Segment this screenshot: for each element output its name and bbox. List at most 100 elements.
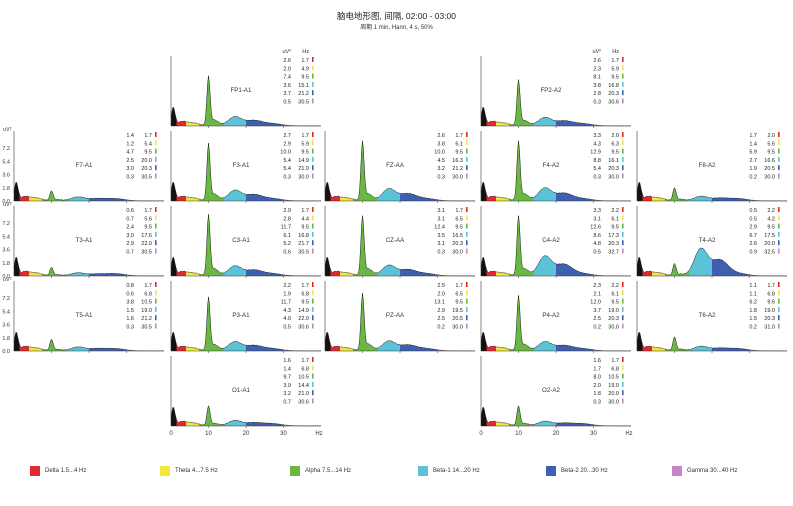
band-color-marker — [622, 90, 624, 96]
band-power-value: 2.5 — [593, 316, 601, 322]
band-area-alpha — [665, 336, 690, 351]
band-area-beta-1 — [533, 187, 556, 201]
band-color-marker — [312, 231, 314, 237]
band-color-marker — [466, 290, 468, 296]
band-area-beta-1 — [533, 341, 556, 351]
band-color-marker — [312, 173, 314, 179]
band-color-marker — [466, 140, 468, 146]
band-power-value: 2.5 — [126, 158, 134, 164]
band-power-value: 0.5 — [749, 208, 757, 214]
band-area-theta — [186, 121, 200, 126]
band-peak-frequency: 19.5 — [452, 308, 463, 314]
channel-label: CZ-AA — [386, 237, 405, 244]
band-peak-frequency: 5.6 — [144, 216, 152, 222]
band-color-marker — [778, 248, 780, 254]
y-tick-label: 1.8 — [2, 186, 10, 192]
band-peak-frequency: 30.6 — [298, 325, 309, 331]
band-peak-frequency: 5.9 — [301, 141, 309, 147]
band-peak-frequency: 9.5 — [301, 75, 309, 81]
channel-label: T5-A1 — [76, 312, 93, 319]
band-peak-frequency: 1.7 — [611, 358, 619, 364]
band-power-value: 2.0 — [593, 383, 601, 389]
band-peak-frequency: 22.0 — [141, 241, 152, 247]
band-peak-frequency: 14.9 — [298, 158, 309, 164]
band-peak-frequency: 1.7 — [144, 283, 152, 289]
band-power-value: 3.7 — [593, 308, 601, 314]
band-color-marker — [155, 306, 157, 312]
legend-item-beta-1: Beta-1 14...20 Hz — [418, 466, 480, 476]
band-peak-frequency: 10.5 — [141, 300, 152, 306]
band-peak-frequency: 21.0 — [298, 391, 309, 397]
channel-panel-cz-aa: CZ-AA 3.1 1.7 3.1 6.5 12.4 9.5 3.5 16.5 3.1 20.3 0.… — [324, 206, 476, 278]
channel-panel-t3-a1: T3-A1 0.6 1.7 0.7 5.6 2.4 9.5 3.0 17.6 2.9 22.0 0.7… — [13, 206, 165, 278]
band-color-marker — [778, 231, 780, 237]
band-color-marker — [312, 306, 314, 312]
band-peak-frequency: 30.0 — [608, 325, 619, 331]
band-peak-frequency: 14.9 — [298, 308, 309, 314]
legend-item-gamma: Gamma 30...40 Hz — [672, 466, 737, 476]
band-color-marker — [778, 132, 780, 137]
band-power-value: 2.6 — [593, 58, 601, 64]
band-area-beta-1 — [689, 346, 712, 351]
band-power-value: 0.5 — [283, 325, 291, 331]
channel-label: O2-A2 — [542, 387, 560, 394]
channel-label: F7-A1 — [76, 162, 93, 169]
band-area-alpha — [509, 295, 534, 351]
legend-swatch — [290, 466, 300, 476]
band-area-alpha — [353, 293, 378, 351]
band-peak-frequency: 2.2 — [767, 208, 775, 214]
y-tick-label: 7.2 — [2, 146, 10, 152]
y-unit-label: uV² — [3, 277, 12, 283]
channel-label: O1-A1 — [232, 387, 250, 394]
band-peak-frequency: 9.5 — [767, 150, 775, 156]
band-color-marker — [155, 240, 157, 246]
band-power-value: 2.6 — [749, 241, 757, 247]
band-color-marker — [778, 282, 780, 287]
band-color-marker — [312, 398, 314, 404]
band-color-marker — [155, 156, 157, 162]
band-power-value: 0.2 — [593, 325, 601, 331]
band-power-value: 2.5 — [437, 316, 445, 322]
band-peak-frequency: 5.6 — [767, 141, 775, 147]
band-power-value: 12.6 — [590, 225, 601, 231]
channel-label: C3-A1 — [232, 237, 250, 244]
band-power-value: 3.1 — [437, 216, 445, 222]
band-peak-frequency: 1.7 — [455, 133, 463, 139]
y-tick-label: 5.4 — [2, 159, 10, 165]
channel-label: P3-A1 — [232, 312, 250, 319]
channel-panel-fp2-a2: FP2-A2 uV² Hz 2.6 1.7 2.3 5.9 8.1 9.5 3.8 16.8 2.8 2… — [480, 49, 632, 128]
band-area-beta-2 — [89, 273, 127, 276]
band-power-value: 2.0 — [283, 66, 291, 72]
band-color-marker — [312, 373, 314, 379]
band-color-marker — [466, 231, 468, 237]
band-power-value: 1.4 — [283, 366, 291, 372]
band-power-value: 12.4 — [434, 225, 445, 231]
channel-panel-pz-aa: PZ-AA 2.5 1.7 2.0 6.5 13.1 9.5 2.9 19.5 2.5 20.5 0.… — [324, 281, 476, 353]
band-power-value: 2.5 — [437, 283, 445, 289]
band-peak-frequency: 9.5 — [455, 150, 463, 156]
band-power-value: 3.0 — [126, 166, 134, 172]
band-area-beta-1 — [223, 116, 246, 126]
channel-panel-fp1-a1: FP1-A1 uV² Hz 2.6 1.7 2.0 4.9 7.4 9.5 3.6 15.1 3.7 2… — [170, 49, 322, 128]
band-color-marker — [466, 156, 468, 162]
band-power-value: 3.0 — [126, 233, 134, 239]
band-area-theta — [186, 421, 200, 426]
band-peak-frequency: 20.3 — [764, 316, 775, 322]
band-area-beta-1 — [689, 248, 712, 276]
band-power-value: 1.1 — [749, 291, 757, 297]
eeg-map-subtitle: 周期 1 min, Hann, 4 s, 50% — [360, 25, 433, 31]
band-color-marker — [312, 381, 314, 387]
band-area-theta — [652, 271, 666, 276]
band-peak-frequency: 20.0 — [608, 391, 619, 397]
band-power-value: 1.7 — [593, 366, 601, 372]
band-color-marker — [622, 282, 624, 287]
band-power-value: 2.8 — [593, 91, 601, 97]
band-area-beta-1 — [223, 341, 246, 351]
table-header-uv: uV² — [282, 49, 291, 55]
band-power-value: 1.8 — [749, 308, 757, 314]
band-power-value: 12.9 — [590, 150, 601, 156]
band-area-theta — [29, 196, 43, 201]
band-peak-frequency: 30.0 — [452, 250, 463, 256]
band-area-theta — [340, 196, 354, 201]
band-color-marker — [312, 365, 314, 371]
